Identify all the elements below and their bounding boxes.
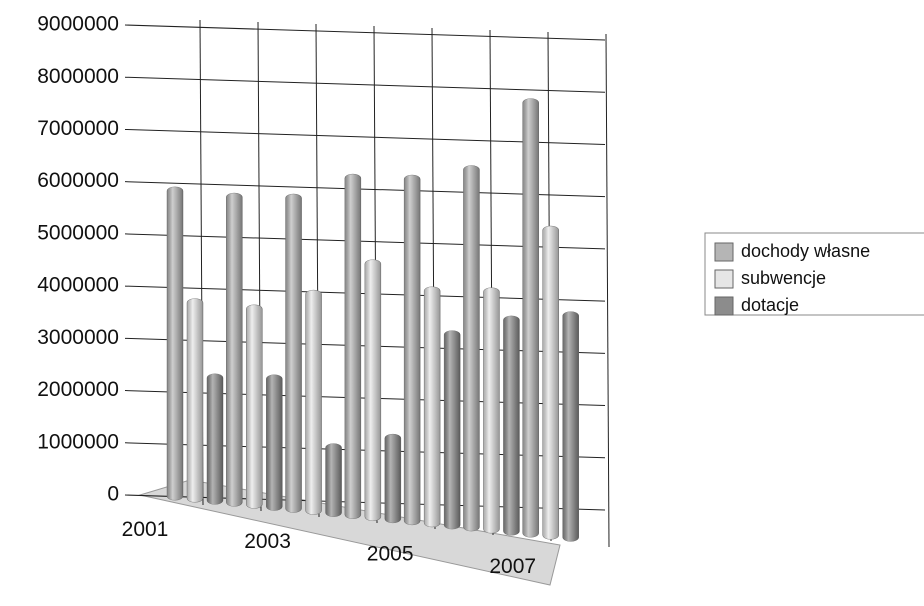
- y-tick-label: 2000000: [37, 378, 119, 401]
- bar-shade: [207, 373, 223, 505]
- y-tick-label: 8000000: [37, 65, 119, 88]
- legend-swatch: [714, 242, 734, 262]
- x-tick-label: 2007: [489, 555, 536, 578]
- y-tick-label: 7000000: [37, 117, 119, 140]
- y-tick-label: 3000000: [37, 326, 119, 349]
- bar-shade: [246, 304, 263, 509]
- legend-swatch: [714, 296, 734, 316]
- bar-shade: [463, 165, 480, 532]
- bar-shade: [483, 287, 500, 534]
- bar-shade: [167, 186, 183, 501]
- bar-shade: [384, 434, 401, 523]
- bar-shade: [285, 194, 302, 513]
- y-tick-label: 9000000: [37, 13, 119, 36]
- bar-shade: [503, 315, 520, 536]
- bar-shade: [542, 226, 559, 540]
- bar-shade: [344, 174, 361, 519]
- legend-label: dochody własne: [741, 241, 870, 261]
- grid-line: [124, 76, 606, 93]
- y-tick-label: 5000000: [37, 221, 119, 244]
- y-tick-label: 6000000: [37, 169, 119, 192]
- grid-line: [124, 24, 606, 41]
- bar-shade: [404, 175, 421, 525]
- legend-box: [704, 232, 924, 316]
- bar-shade: [444, 330, 461, 530]
- legend-label: subwencje: [741, 268, 826, 288]
- bar-shade: [305, 290, 322, 515]
- y-tick-label: 1000000: [37, 430, 119, 453]
- bar-shade: [562, 311, 579, 542]
- legend-label: dotacje: [741, 295, 799, 315]
- y-tick-label: 4000000: [37, 274, 119, 297]
- bar-shade: [424, 286, 441, 527]
- x-tick-label: 2005: [367, 542, 414, 565]
- bar-shade: [522, 98, 539, 538]
- x-tick-label: 2003: [244, 530, 291, 553]
- grid-column: [605, 33, 610, 548]
- y-tick-label: 0: [107, 483, 119, 506]
- x-tick-label: 2001: [122, 518, 169, 541]
- legend-swatch: [714, 269, 734, 289]
- bar-shade: [266, 374, 283, 511]
- bar-shade: [364, 259, 381, 521]
- bar-shade: [325, 443, 342, 517]
- bar-shade: [187, 298, 203, 503]
- bar-shade: [226, 193, 243, 507]
